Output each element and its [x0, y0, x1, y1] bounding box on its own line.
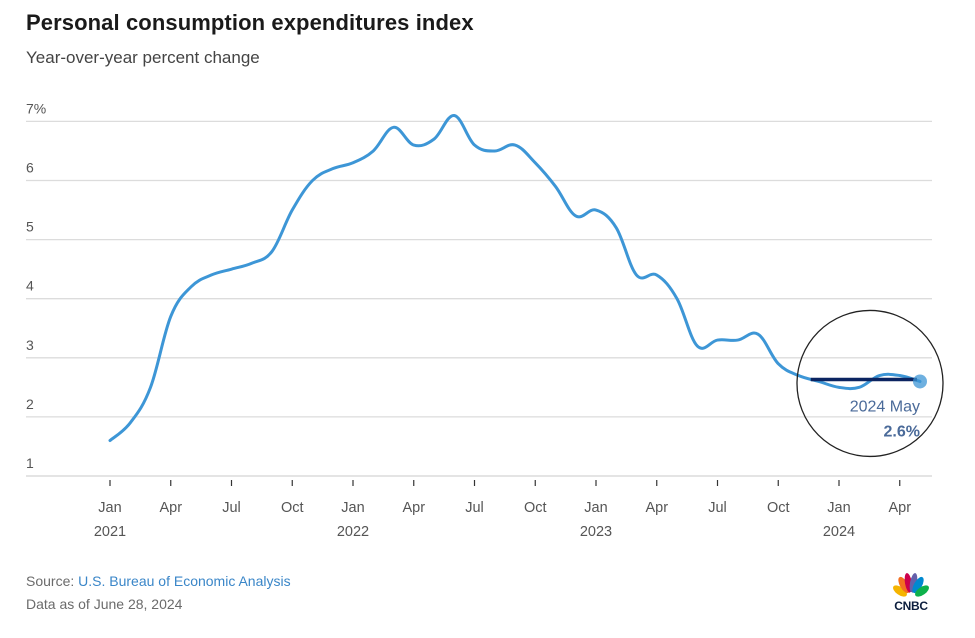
y-tick-label: 3	[26, 337, 34, 353]
y-tick-label: 4	[26, 278, 34, 294]
y-tick-label: 1	[26, 455, 34, 471]
x-tick-label: Oct	[767, 500, 790, 516]
annotation-circle	[796, 309, 944, 458]
cnbc-wordmark: CNBC	[894, 599, 928, 613]
annotation-label: 2024 May	[850, 398, 920, 415]
x-tick-label: Jan	[584, 500, 607, 516]
chart-subtitle: Year-over-year percent change	[26, 48, 260, 67]
x-tick-year-label: 2022	[337, 524, 369, 540]
latest-point-marker[interactable]	[913, 374, 927, 389]
x-tick-label: Jul	[708, 500, 727, 516]
series-line	[108, 113, 922, 443]
source-prefix: Source:	[26, 573, 79, 589]
x-tick-year-label: 2024	[823, 524, 855, 540]
gridlines	[26, 120, 932, 477]
y-axis-ticks: 7% 6 5 4 3 2 1	[26, 100, 46, 471]
chart-title: Personal consumption expenditures index	[26, 10, 474, 35]
data-as-of: Data as of June 28, 2024	[26, 596, 183, 612]
x-tick-label: Oct	[524, 500, 547, 516]
x-tick-year-label: 2023	[580, 524, 612, 540]
y-tick-label: 6	[26, 160, 34, 176]
x-tick-label: Apr	[888, 500, 911, 516]
x-tick-label: Jul	[465, 500, 484, 516]
x-tick-label: Apr	[159, 500, 182, 516]
x-tick-label: Apr	[402, 500, 425, 516]
x-tick-label: Oct	[281, 500, 304, 516]
x-axis-ticks: Jan 2021 Apr Jul Oct Jan 2022 Apr Jul Oct Jan 2023 A…	[94, 480, 911, 540]
x-tick-label: Jan	[98, 500, 121, 516]
line-chart: 7% 6 5 4 3 2 1 Jan 2021 Apr Jul Oct Jan 2022 Apr Jul Oc…	[26, 100, 944, 540]
annotation-value: 2.6%	[884, 423, 920, 440]
x-tick-label: Jan	[827, 500, 850, 516]
source-link[interactable]: U.S. Bureau of Economic Analysis	[78, 573, 291, 589]
source-line: Source: U.S. Bureau of Economic Analysis	[26, 573, 291, 589]
y-tick-label: 7%	[26, 100, 46, 116]
y-tick-label: 2	[26, 396, 34, 412]
peacock-icon	[893, 573, 929, 600]
y-tick-label: 5	[26, 219, 34, 235]
x-tick-label: Jul	[222, 500, 241, 516]
x-tick-label: Jan	[341, 500, 364, 516]
cnbc-logo: CNBC	[885, 572, 937, 616]
x-tick-label: Apr	[645, 500, 668, 516]
x-tick-year-label: 2021	[94, 524, 126, 540]
